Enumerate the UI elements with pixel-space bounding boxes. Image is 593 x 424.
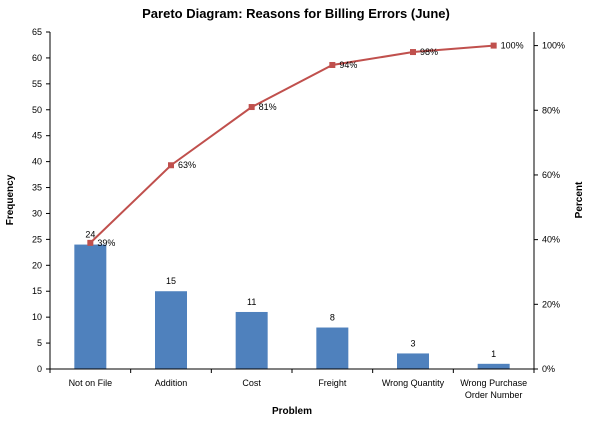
bar-5	[477, 363, 510, 369]
x-tick-0: Not on File	[69, 378, 113, 388]
right-tick-4: 80%	[542, 105, 560, 115]
right-tick-5: 100%	[542, 41, 565, 51]
right-ticks: 0% 20% 40% 60% 80% 100%	[534, 41, 565, 374]
bar-label-4: 3	[410, 338, 415, 348]
line-point-1	[168, 162, 174, 169]
right-tick-3: 60%	[542, 170, 560, 180]
right-tick-0: 0%	[542, 364, 555, 374]
line-label-4: 98%	[420, 47, 438, 57]
right-tick-2: 40%	[542, 235, 560, 245]
left-tick-1: 5	[37, 338, 42, 348]
chart-title: Pareto Diagram: Reasons for Billing Erro…	[142, 6, 450, 21]
x-axis-title: Problem	[272, 406, 312, 417]
line-label-5: 100%	[501, 41, 524, 51]
y-axis-title: Frequency	[5, 174, 16, 225]
x-ticks: Not on File Addition Cost Freight Wrong Quan…	[49, 369, 535, 400]
line-point-3	[329, 61, 336, 68]
left-tick-6: 30	[32, 208, 42, 218]
bar-label-0: 24	[85, 230, 95, 240]
line-point-2	[248, 104, 255, 111]
bars	[74, 244, 510, 369]
bar-1	[155, 291, 187, 369]
left-tick-2: 10	[32, 312, 42, 322]
bar-0	[74, 244, 107, 369]
percent-polyline	[89, 44, 494, 244]
bar-3	[316, 327, 349, 369]
left-tick-9: 45	[32, 131, 42, 141]
left-tick-12: 60	[32, 53, 42, 63]
line-point-5	[490, 42, 497, 49]
left-tick-10: 50	[32, 105, 42, 115]
y2-axis-title: Percent	[574, 181, 585, 218]
left-tick-13: 65	[32, 27, 42, 37]
bar-label-3: 8	[330, 313, 335, 323]
left-ticks: 0 5 10 15 20 25 30 35 40 45 50 55 60 65	[32, 27, 50, 374]
line-point-0	[87, 239, 94, 246]
x-tick-4: Wrong Quantity	[382, 378, 445, 388]
left-tick-4: 20	[32, 260, 42, 270]
percent-line	[87, 42, 497, 246]
line-labels: 39% 63% 81% 94% 98% 100%	[97, 41, 523, 248]
line-point-4	[410, 49, 416, 56]
x-tick-2: Cost	[242, 378, 261, 388]
x-tick-3: Freight	[318, 378, 347, 388]
bar-labels: 24 15 11 8 3 1	[85, 230, 496, 359]
bar-label-5: 1	[491, 349, 496, 359]
line-label-3: 94%	[339, 60, 357, 70]
right-tick-1: 20%	[542, 299, 560, 309]
line-label-2: 81%	[259, 102, 277, 112]
left-tick-7: 35	[32, 183, 42, 193]
left-tick-11: 55	[32, 79, 42, 89]
left-tick-5: 25	[32, 234, 42, 244]
bar-2	[235, 311, 268, 369]
x-tick-5: Wrong Purchase Order Number	[460, 378, 527, 400]
x-tick-1: Addition	[155, 378, 188, 388]
left-tick-0: 0	[37, 364, 42, 374]
bar-label-1: 15	[166, 276, 176, 286]
bar-label-2: 11	[247, 297, 256, 307]
bar-4	[397, 353, 429, 369]
left-tick-3: 15	[32, 286, 42, 296]
left-tick-8: 40	[32, 157, 42, 167]
line-label-0: 39%	[97, 238, 115, 248]
line-label-1: 63%	[178, 160, 196, 170]
